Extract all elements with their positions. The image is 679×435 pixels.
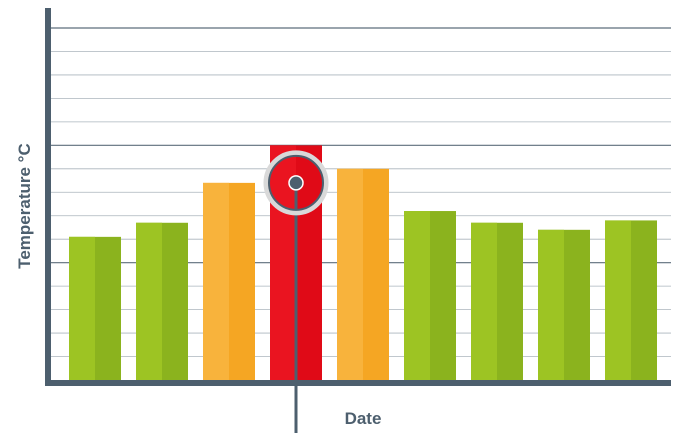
marker-outer-ring [263, 150, 329, 216]
x-axis-line [45, 380, 671, 386]
bar-highlight [605, 220, 631, 380]
bar [69, 236, 121, 380]
marker-inner-ring [268, 154, 324, 211]
bar-highlight [69, 236, 95, 380]
bar-highlight [337, 168, 363, 380]
bar [404, 211, 456, 380]
axes [45, 8, 671, 386]
bar [136, 222, 188, 380]
x-axis-title: Date [345, 409, 382, 428]
bar-highlight [136, 222, 162, 380]
bar [337, 168, 389, 380]
bars [69, 145, 657, 380]
bar-highlight [471, 222, 497, 380]
bar [605, 220, 657, 380]
y-axis-line [45, 8, 51, 386]
bar-highlight [404, 211, 430, 380]
bar [203, 182, 255, 380]
bar-highlight [203, 182, 229, 380]
highlight-marker [263, 150, 329, 433]
bar [538, 229, 590, 380]
marker-dot [288, 175, 304, 191]
bar-highlight [538, 229, 564, 380]
y-axis-title: Temperature °C [15, 143, 34, 269]
bar [471, 222, 523, 380]
